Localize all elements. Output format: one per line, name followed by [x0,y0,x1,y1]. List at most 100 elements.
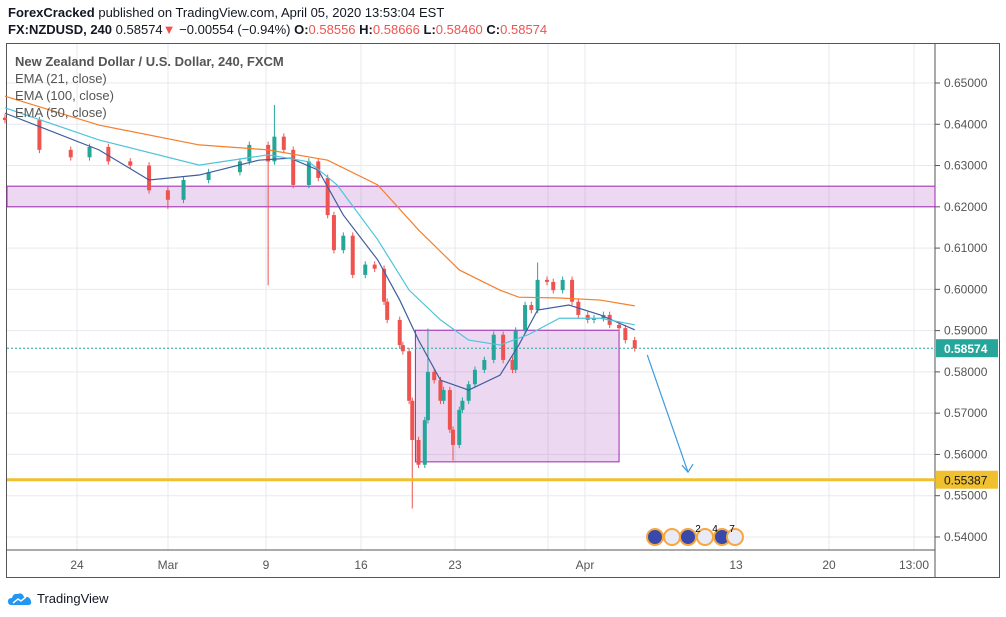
candle-body [623,328,628,341]
candle-body [281,136,286,150]
candle-body [472,369,477,385]
x-tick-label: 20 [822,558,836,572]
last-price-label: 0.58574 [944,342,988,356]
tradingview-logo[interactable]: TradingView [8,591,109,606]
candle-body [206,172,211,180]
candle-body [247,144,252,162]
y-tick-label: 0.62000 [944,200,988,214]
candle-body [37,120,42,150]
projection-arrow[interactable] [646,354,689,473]
arrow-head-icon [681,463,694,474]
high-value: 0.58666 [372,22,420,37]
support-price-label: 0.55387 [944,474,988,488]
candle-body [617,324,622,329]
candle-body [2,117,7,121]
change: −0.00554 (−0.94%) [179,22,291,37]
candle-body [266,144,271,162]
legend-ema50[interactable]: EMA (50, close) [15,105,107,120]
resistance-zone[interactable] [6,185,936,208]
event-count-label: 2 [695,524,701,535]
close-label: C: [486,22,501,37]
candle-body [422,420,427,465]
candle-body [410,400,415,440]
ema-line-ema100 [4,95,635,307]
event-count-label: 7 [729,524,735,535]
y-tick-label: 0.56000 [944,447,988,461]
candle-body [425,371,430,421]
candle-body [451,429,455,445]
candle-body [181,179,186,200]
candle-body [306,161,311,185]
candle-body [272,136,277,162]
candle-body [457,409,462,445]
candle-body [106,146,111,162]
y-tick-label: 0.59000 [944,324,988,338]
author[interactable]: ForexCracked [8,5,95,20]
y-tick-label: 0.55000 [944,489,988,503]
candle-body [407,351,412,401]
y-tick-label: 0.65000 [944,76,988,90]
candle-body [482,359,487,370]
close-value: 0.58574 [500,22,548,37]
x-tick-label: 9 [263,558,270,572]
candle-body [510,359,515,370]
candle-body [460,400,465,410]
low-value: 0.58460 [435,22,483,37]
support-price-label-bg [936,470,998,489]
candle-body [535,279,540,310]
event-count-label: 4 [712,524,718,535]
y-tick-label: 0.60000 [944,282,988,296]
x-tick-label: 16 [354,558,368,572]
y-tick-label: 0.54000 [944,530,988,544]
high-label: H: [359,22,373,37]
symbol: FX:NZDUSD, 240 [8,22,113,37]
candle-body [466,384,471,401]
candle-body [331,215,336,251]
candle-body [432,371,437,381]
candle-body [523,305,528,331]
event-flag-icon[interactable] [679,528,697,546]
candle-body [551,281,556,291]
published-text: published on TradingView.com, April 05, … [98,5,445,20]
last-price: 0.58574 [115,22,163,37]
candle-body [341,235,346,251]
x-tick-label: 23 [448,558,462,572]
event-flag-icon[interactable] [663,528,681,546]
ema-line-ema21 [4,112,635,391]
candle-body [363,264,368,275]
x-tick-label: Apr [576,558,595,572]
y-tick-label: 0.57000 [944,406,988,420]
candle-body [545,279,549,282]
tradingview-cloud-icon [8,592,32,605]
candle-body [397,319,402,346]
chart-frame [6,43,1000,578]
legend-title: New Zealand Dollar / U.S. Dollar, 240, F… [15,54,284,69]
event-flag-icon[interactable] [646,528,664,546]
candle-body [529,305,534,310]
candle-body [372,264,377,269]
candle-body [147,165,152,191]
legend-ema21[interactable]: EMA (21, close) [15,71,107,86]
x-tick-label: 13:00 [899,558,929,572]
candle-body [491,334,496,360]
down-triangle-icon: ▼ [162,22,176,37]
x-tick-label: Mar [158,558,179,572]
candle-body [382,268,387,302]
candle-body [585,314,590,320]
candle-body [560,279,565,291]
symbol-info: FX:NZDUSD, 240 0.58574▼ −0.00554 (−0.94%… [8,22,547,37]
chart-legend: New Zealand Dollar / U.S. Dollar, 240, F… [15,53,284,121]
candle-body [592,318,596,320]
candle-body [400,345,405,352]
y-tick-label: 0.64000 [944,117,988,131]
candle-body [350,235,355,275]
event-flag-icon[interactable] [726,528,744,546]
candle-body [165,190,170,200]
candle-body [291,149,296,185]
brand-name: TradingView [37,591,109,606]
candle-body [416,439,421,465]
candle-body [68,149,73,158]
candle-body [237,161,242,173]
legend-ema100[interactable]: EMA (100, close) [15,88,114,103]
